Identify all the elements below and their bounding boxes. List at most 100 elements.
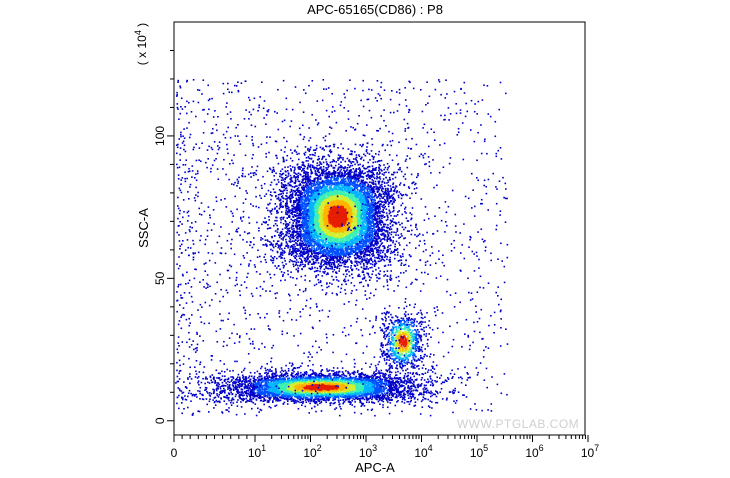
event-dot bbox=[352, 158, 355, 160]
event-dot bbox=[288, 196, 291, 198]
event-dot bbox=[261, 223, 263, 226]
event-dot bbox=[390, 187, 392, 190]
event-dot bbox=[322, 171, 325, 173]
event-dot bbox=[383, 168, 385, 171]
event-dot bbox=[228, 178, 230, 181]
event-dot bbox=[312, 160, 315, 162]
event-dot bbox=[289, 174, 292, 177]
event-dot bbox=[353, 247, 355, 250]
event-dot bbox=[359, 257, 361, 260]
event-dot bbox=[269, 273, 271, 276]
event-dot bbox=[277, 178, 279, 181]
event-dot bbox=[338, 166, 340, 168]
event-dot bbox=[311, 237, 314, 240]
event-dot bbox=[337, 154, 340, 156]
event-dot bbox=[273, 170, 275, 173]
event-dot bbox=[351, 244, 353, 246]
event-dot bbox=[348, 274, 351, 277]
event-dot bbox=[307, 243, 309, 245]
event-dot bbox=[330, 192, 333, 194]
event-dot bbox=[301, 202, 304, 204]
event-dot bbox=[343, 242, 346, 245]
event-dot bbox=[342, 247, 344, 249]
event-dot bbox=[312, 185, 314, 187]
event-dot bbox=[324, 195, 326, 197]
event-dot bbox=[342, 147, 344, 150]
event-dot bbox=[406, 230, 409, 232]
event-dot bbox=[359, 263, 362, 265]
event-dot bbox=[331, 193, 333, 196]
event-dot bbox=[362, 238, 365, 241]
event-dot bbox=[328, 187, 331, 189]
event-dot bbox=[326, 239, 329, 242]
event-dot bbox=[371, 143, 374, 146]
event-dot bbox=[269, 194, 272, 196]
event-dot bbox=[270, 181, 273, 184]
event-dot bbox=[359, 236, 361, 238]
event-dot bbox=[346, 167, 349, 169]
event-dot bbox=[401, 213, 404, 216]
event-dot bbox=[287, 223, 289, 225]
event-dot bbox=[314, 152, 316, 154]
event-dot bbox=[312, 149, 315, 152]
event-dot bbox=[315, 177, 317, 179]
event-dot bbox=[328, 258, 331, 261]
event-dot bbox=[322, 208, 325, 211]
event-dot bbox=[335, 276, 338, 278]
event-dot bbox=[378, 218, 381, 220]
event-dot bbox=[307, 181, 310, 184]
event-dot bbox=[282, 157, 285, 160]
event-dot bbox=[279, 198, 282, 201]
event-dot bbox=[381, 255, 384, 258]
event-dot bbox=[292, 222, 294, 224]
event-dot bbox=[309, 179, 312, 181]
event-dot bbox=[380, 249, 383, 252]
event-dot bbox=[367, 240, 369, 242]
event-dot bbox=[319, 175, 322, 177]
event-dot bbox=[297, 209, 299, 212]
event-dot bbox=[295, 234, 297, 237]
event-dot bbox=[398, 280, 400, 282]
event-dot bbox=[298, 158, 300, 161]
event-dot bbox=[305, 200, 307, 202]
event-dot bbox=[358, 177, 361, 179]
event-dot bbox=[367, 185, 370, 187]
event-dot bbox=[344, 181, 346, 184]
event-dot bbox=[394, 245, 396, 248]
event-dot bbox=[402, 255, 404, 258]
event-dot bbox=[300, 275, 303, 278]
event-dot bbox=[280, 176, 283, 179]
event-dot bbox=[305, 222, 308, 225]
event-dot bbox=[378, 221, 381, 223]
event-dot bbox=[335, 184, 338, 187]
event-dot bbox=[288, 240, 291, 242]
event-dot bbox=[327, 241, 330, 243]
event-dot bbox=[350, 178, 352, 181]
event-dot bbox=[357, 254, 360, 257]
event-dot bbox=[269, 168, 272, 171]
event-dot bbox=[336, 188, 338, 190]
event-dot bbox=[290, 218, 292, 221]
event-dot bbox=[392, 197, 394, 200]
event-dot bbox=[277, 193, 280, 196]
event-dot bbox=[302, 175, 305, 178]
event-dot bbox=[357, 256, 359, 259]
event-dot bbox=[385, 230, 387, 233]
event-dot bbox=[363, 254, 365, 257]
event-dot bbox=[340, 247, 342, 249]
event-dot bbox=[366, 178, 368, 180]
event-dot bbox=[323, 189, 325, 191]
event-dot bbox=[401, 202, 404, 205]
event-dot bbox=[400, 197, 403, 200]
event-dot bbox=[360, 256, 363, 259]
event-dot bbox=[284, 187, 287, 190]
event-dot bbox=[310, 190, 312, 193]
event-dot bbox=[392, 196, 394, 199]
event-dot bbox=[282, 179, 285, 181]
event-dot bbox=[299, 173, 301, 176]
event-dot bbox=[322, 136, 325, 139]
event-dot bbox=[382, 251, 384, 254]
event-dot bbox=[378, 169, 380, 172]
event-dot bbox=[329, 223, 332, 226]
event-dot bbox=[357, 177, 360, 180]
